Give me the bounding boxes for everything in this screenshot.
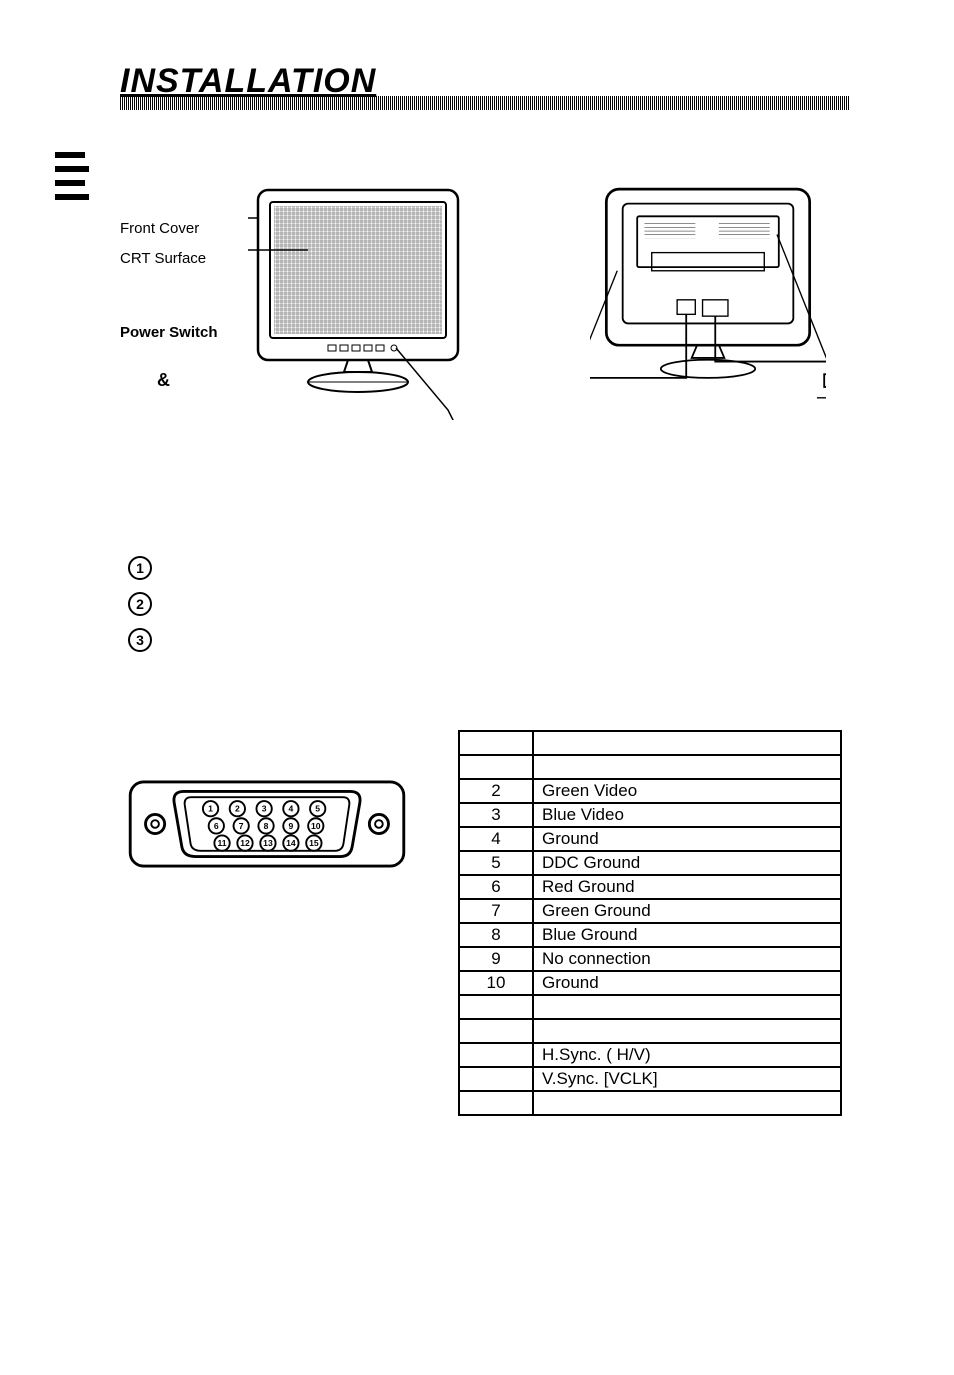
ampersand-symbol: & <box>157 370 170 391</box>
pin-signal-cell <box>533 731 841 755</box>
pin-number-cell <box>459 1067 533 1091</box>
pin-signal-cell <box>533 755 841 779</box>
table-row: 5DDC Ground <box>459 851 841 875</box>
pin-number-cell <box>459 995 533 1019</box>
pin-number-cell: 6 <box>459 875 533 899</box>
monitor-front-diagram <box>248 180 468 420</box>
pin-signal-cell <box>533 995 841 1019</box>
pin-number-cell: 3 <box>459 803 533 827</box>
pin-number-cell <box>459 731 533 755</box>
svg-text:2: 2 <box>235 804 240 814</box>
pin-signal-cell <box>533 1091 841 1115</box>
svg-text:8: 8 <box>264 821 269 831</box>
section-icon <box>55 152 99 212</box>
pin-signal-cell: DDC Ground <box>533 851 841 875</box>
table-row: 10Ground <box>459 971 841 995</box>
pin-signal-cell: Blue Ground <box>533 923 841 947</box>
pin-signal-cell: Red Ground <box>533 875 841 899</box>
pin-table: 2Green Video3Blue Video4Ground5DDC Groun… <box>458 730 842 1116</box>
step-2: 2 <box>128 586 828 622</box>
table-row: H.Sync. ( H/V) <box>459 1043 841 1067</box>
pin-signal-cell: H.Sync. ( H/V) <box>533 1043 841 1067</box>
svg-text:14: 14 <box>286 838 296 848</box>
circle-number-icon: 3 <box>128 628 152 652</box>
pin-number-cell <box>459 1019 533 1043</box>
svg-text:7: 7 <box>239 821 244 831</box>
svg-text:3: 3 <box>262 804 267 814</box>
monitor-rear-diagram <box>590 180 826 400</box>
circle-number-icon: 1 <box>128 556 152 580</box>
pin-signal-cell: Ground <box>533 971 841 995</box>
svg-text:15: 15 <box>309 838 319 848</box>
table-row: 6Red Ground <box>459 875 841 899</box>
table-row: 2Green Video <box>459 779 841 803</box>
pin-number-cell <box>459 1043 533 1067</box>
svg-text:1: 1 <box>208 804 213 814</box>
table-row: V.Sync. [VCLK] <box>459 1067 841 1091</box>
table-row: 8Blue Ground <box>459 923 841 947</box>
pin-signal-cell: No connection <box>533 947 841 971</box>
svg-text:6: 6 <box>214 821 219 831</box>
pin-number-cell: 2 <box>459 779 533 803</box>
label-front-cover: Front Cover <box>120 214 218 244</box>
pin-number-cell <box>459 755 533 779</box>
pin-number-cell: 4 <box>459 827 533 851</box>
pin-number-cell: 5 <box>459 851 533 875</box>
table-row <box>459 995 841 1019</box>
svg-text:10: 10 <box>311 821 321 831</box>
pin-signal-cell: Ground <box>533 827 841 851</box>
installation-steps: 1 2 3 <box>128 550 828 658</box>
pin-signal-cell: Green Video <box>533 779 841 803</box>
table-row: 9No connection <box>459 947 841 971</box>
table-row <box>459 755 841 779</box>
svg-text:11: 11 <box>217 838 226 848</box>
svg-text:4: 4 <box>289 804 294 814</box>
label-crt-surface: CRT Surface <box>120 244 218 274</box>
table-row: 7Green Ground <box>459 899 841 923</box>
step-1: 1 <box>128 550 828 586</box>
pin-signal-cell: V.Sync. [VCLK] <box>533 1067 841 1091</box>
label-power-switch: Power Switch <box>120 318 218 348</box>
title-underline-rule <box>120 96 850 110</box>
pin-number-cell: 10 <box>459 971 533 995</box>
pin-number-cell: 8 <box>459 923 533 947</box>
table-row <box>459 1019 841 1043</box>
table-row: 4Ground <box>459 827 841 851</box>
step-3: 3 <box>128 622 828 658</box>
dsub-connector-diagram: 1 2 3 4 5 6 7 8 9 10 11 12 13 14 15 <box>126 780 408 868</box>
pin-number-cell: 7 <box>459 899 533 923</box>
pin-number-cell <box>459 1091 533 1115</box>
table-row: 3Blue Video <box>459 803 841 827</box>
pin-signal-cell: Blue Video <box>533 803 841 827</box>
table-row <box>459 1091 841 1115</box>
pin-signal-cell: Green Ground <box>533 899 841 923</box>
table-row <box>459 731 841 755</box>
svg-text:12: 12 <box>240 838 250 848</box>
pin-signal-cell <box>533 1019 841 1043</box>
front-view-labels: Front Cover CRT Surface Power Switch <box>120 214 218 348</box>
svg-text:13: 13 <box>263 838 273 848</box>
pin-number-cell: 9 <box>459 947 533 971</box>
svg-text:9: 9 <box>289 821 294 831</box>
circle-number-icon: 2 <box>128 592 152 616</box>
pin-assignment-table: 2Green Video3Blue Video4Ground5DDC Groun… <box>458 730 842 1116</box>
svg-text:5: 5 <box>315 804 320 814</box>
